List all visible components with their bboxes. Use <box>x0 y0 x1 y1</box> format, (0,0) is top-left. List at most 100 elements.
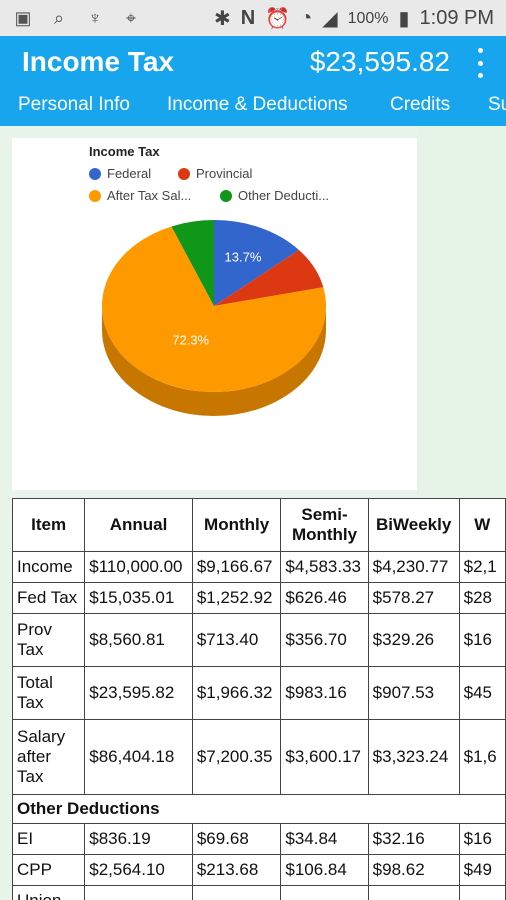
battery-icon: ▮ <box>398 8 410 30</box>
section-row: Other Deductions <box>12 794 506 824</box>
total-tax-amount: $23,595.82 <box>309 46 450 77</box>
cell-value: $28 <box>458 582 506 614</box>
table-row: Prov Tax $8,560.81 $713.40 $356.70 $329.26 $1… <box>12 613 506 667</box>
header-semi-monthly: Semi-Monthly <box>280 498 369 552</box>
table-row: Total Tax $23,595.82 $1,966.32 $983.16 $907.… <box>12 666 506 720</box>
cell-value: $3,323.24 <box>367 719 460 795</box>
pie-slice-other-deductions[interactable] <box>171 220 214 306</box>
legend-label: Federal <box>107 166 152 181</box>
wifi-icon: ◔ <box>300 7 313 29</box>
header-item: Item <box>12 498 86 552</box>
clock: 1:09 PM <box>419 7 494 29</box>
cell-value: $7,200.35 <box>191 719 282 795</box>
cell-value: $3,600.17 <box>280 719 369 795</box>
row-label: Fed Tax <box>12 582 86 614</box>
table-row: Union <box>12 885 506 900</box>
tab-credits[interactable]: Credits <box>390 94 451 115</box>
cell-value: $16 <box>458 613 506 667</box>
cell-value: $4,583.33 <box>280 551 369 583</box>
cell-value <box>191 885 282 900</box>
cell-value: $1,6 <box>458 719 506 795</box>
side-panel <box>417 126 506 496</box>
tab-income-deductions[interactable]: Income & Deductions <box>167 94 348 115</box>
table-row: Income $110,000.00 $9,166.67 $4,583.33 $4,23… <box>12 551 506 583</box>
pie-slice-federal[interactable] <box>214 220 299 306</box>
alarm-icon: ⏰ <box>265 8 291 30</box>
cell-value: $356.70 <box>280 613 369 667</box>
tax-breakdown-table: Item Annual Monthly Semi-Monthly BiWeekl… <box>12 498 506 900</box>
pie-slice-label: 72.3% <box>172 332 209 347</box>
cell-value: $69.68 <box>191 823 282 855</box>
cell-value <box>367 885 460 900</box>
pie-chart-card: Income Tax Federal Provincial After Tax … <box>12 138 417 490</box>
table-header-row: Item Annual Monthly Semi-Monthly BiWeekl… <box>12 498 506 552</box>
legend-item-after-tax: After Tax Sal... <box>89 188 191 203</box>
cell-value <box>280 885 369 900</box>
pie-slice-side <box>102 306 326 416</box>
tab-personal-info[interactable]: Personal Info <box>18 94 130 115</box>
battery-level: 100% <box>347 9 389 27</box>
cell-value: $907.53 <box>367 666 460 720</box>
cell-value: $15,035.01 <box>84 582 193 614</box>
signal-icon: ◢ <box>322 8 338 30</box>
legend-label: Provincial <box>196 166 253 181</box>
location-icon: ⌖ <box>125 7 137 28</box>
row-label: Total Tax <box>12 666 86 720</box>
section-title: Other Deductions <box>12 794 506 824</box>
row-label: Prov Tax <box>12 613 86 667</box>
legend-swatch <box>220 189 232 202</box>
tab-summary[interactable]: Su <box>488 94 506 115</box>
app-bar: Income Tax $23,595.82 Personal Info Inco… <box>0 36 506 126</box>
cell-value: $1,252.92 <box>191 582 282 614</box>
pie-slice-after-tax-salary[interactable] <box>102 226 327 392</box>
cell-value: $23,595.82 <box>84 666 193 720</box>
cell-value: $1,966.32 <box>191 666 282 720</box>
header-monthly: Monthly <box>191 498 282 552</box>
cell-value: $626.46 <box>280 582 369 614</box>
cell-value: $49 <box>458 854 506 886</box>
cell-value: $213.68 <box>191 854 282 886</box>
row-label: EI <box>12 823 86 855</box>
cell-value <box>458 885 506 900</box>
tax-table-container[interactable]: Item Annual Monthly Semi-Monthly BiWeekl… <box>12 498 506 900</box>
header-biweekly: BiWeekly <box>367 498 460 552</box>
cell-value: $16 <box>458 823 506 855</box>
table-row: CPP $2,564.10 $213.68 $106.84 $98.62 $49 <box>12 854 506 886</box>
chart-title: Income Tax <box>89 144 160 159</box>
cell-value: $110,000.00 <box>84 551 193 583</box>
pie-chart: 13.7% 72.3% <box>102 220 327 416</box>
legend-swatch <box>178 167 190 180</box>
header-weekly: W <box>458 498 506 552</box>
legend-label: After Tax Sal... <box>107 188 192 203</box>
legend-item-provincial: Provincial <box>178 166 252 181</box>
row-label: Salary after Tax <box>12 719 86 795</box>
usb-icon: ♆ <box>88 7 102 28</box>
search-icon: ⌕ <box>53 7 65 28</box>
nfc-icon: N <box>240 7 256 29</box>
legend-swatch <box>89 167 101 180</box>
legend-item-other-deductions: Other Deducti... <box>220 188 329 203</box>
cell-value: $34.84 <box>280 823 369 855</box>
message-icon: ▣ <box>14 7 32 28</box>
cell-value: $45 <box>458 666 506 720</box>
pie-slice-label: 13.7% <box>225 250 262 265</box>
cell-value: $329.26 <box>367 613 460 667</box>
cell-value: $8,560.81 <box>84 613 193 667</box>
row-label: Income <box>12 551 86 583</box>
table-row: Salary after Tax $86,404.18 $7,200.35 $3,60… <box>12 719 506 795</box>
pie-slice-provincial[interactable] <box>214 249 324 306</box>
cell-value: $2,564.10 <box>84 854 193 886</box>
cell-value: $4,230.77 <box>367 551 460 583</box>
tab-bar: Personal Info Income & Deductions Credit… <box>0 94 506 124</box>
cell-value: $578.27 <box>367 582 460 614</box>
bluetooth-icon: ✱ <box>213 8 231 30</box>
more-vert-icon[interactable] <box>474 48 486 78</box>
header-annual: Annual <box>84 498 193 552</box>
cell-value: $86,404.18 <box>84 719 193 795</box>
cell-value: $98.62 <box>367 854 460 886</box>
cell-value: $836.19 <box>84 823 193 855</box>
legend-item-federal: Federal <box>89 166 151 181</box>
cell-value: $9,166.67 <box>191 551 282 583</box>
row-label: CPP <box>12 854 86 886</box>
cell-value: $2,1 <box>458 551 506 583</box>
